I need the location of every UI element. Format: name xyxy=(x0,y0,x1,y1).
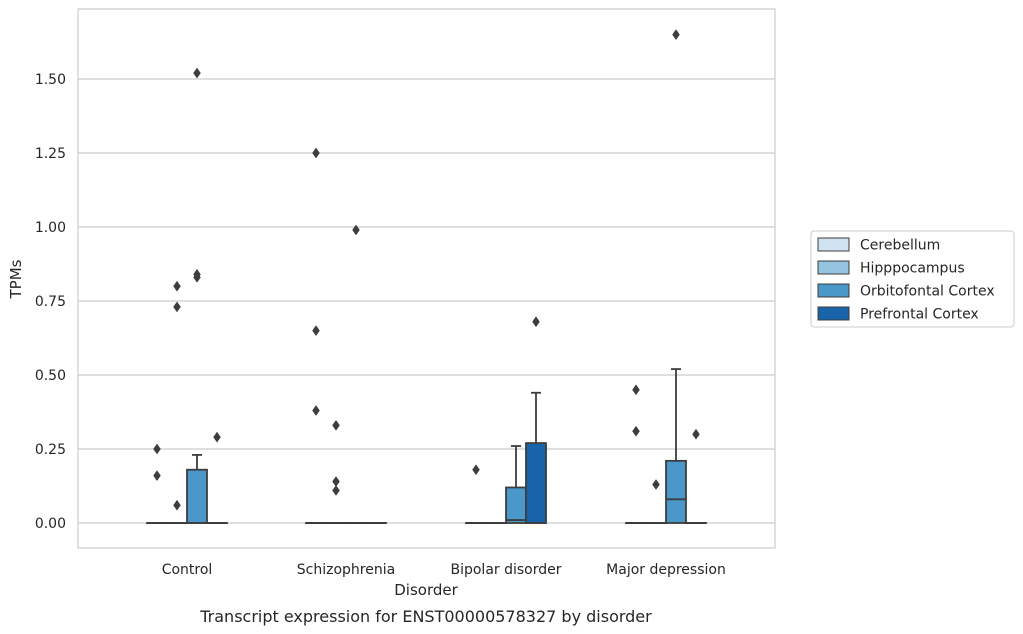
box-body xyxy=(665,459,687,524)
y-tick-label: 0.50 xyxy=(35,368,66,384)
box-prefrontal-cortex xyxy=(685,428,707,525)
outlier-point xyxy=(532,316,540,328)
x-axis-title: Disorder xyxy=(394,581,458,599)
y-tick-label: 1.50 xyxy=(35,72,66,88)
legend-frame xyxy=(810,230,1015,328)
box-hipppocampus xyxy=(645,479,667,525)
y-tick-labels: 0.00 0.25 0.50 0.75 1.00 1.25 1.50 xyxy=(35,72,66,532)
outlier-point xyxy=(692,428,700,440)
outlier-point xyxy=(672,29,680,41)
x-tick-label: Control xyxy=(162,562,213,578)
box-cerebellum xyxy=(305,147,327,525)
outlier-point xyxy=(312,405,320,416)
x-tick-label: Major depression xyxy=(606,562,726,578)
outlier-point xyxy=(193,67,201,79)
box-orbitofontal-cortex xyxy=(186,67,208,524)
outlier-point xyxy=(632,425,640,437)
box-groups xyxy=(146,29,707,525)
legend-label: Cerebellum xyxy=(860,238,940,254)
outlier-point xyxy=(332,419,340,431)
outlier-point xyxy=(173,499,181,511)
outlier-point xyxy=(472,464,480,476)
box-prefrontal-cortex xyxy=(525,316,547,524)
box-orbitofontal-cortex xyxy=(505,445,527,524)
legend-swatch xyxy=(817,283,850,298)
box-orbitofontal-cortex xyxy=(345,224,367,525)
legend-swatch xyxy=(817,260,850,275)
x-tick-label: Bipolar disorder xyxy=(450,562,561,578)
legend-label: Hipppocampus xyxy=(860,261,965,277)
chart-caption: Transcript expression for ENST0000057832… xyxy=(199,607,652,626)
box-hipppocampus xyxy=(166,280,188,525)
box-hipppocampus xyxy=(325,419,347,525)
box-cerebellum xyxy=(146,443,168,525)
x-tick-labels: Control Schizophrenia Bipolar disorder Majo… xyxy=(162,562,726,578)
box-cerebellum xyxy=(465,464,487,525)
y-tick-label: 0.75 xyxy=(35,294,66,310)
outlier-point xyxy=(173,301,181,313)
box-cerebellum xyxy=(625,384,647,525)
y-tick-label: 0.00 xyxy=(35,516,66,532)
box-body xyxy=(505,486,527,524)
outlier-point xyxy=(632,384,640,396)
outlier-point xyxy=(173,280,181,292)
plot-frame xyxy=(77,8,776,549)
outlier-point xyxy=(312,147,320,159)
legend-swatch xyxy=(817,306,850,321)
legend-label: Orbitofontal Cortex xyxy=(860,284,995,300)
box-orbitofontal-cortex xyxy=(665,29,687,524)
box-body xyxy=(186,468,208,524)
outlier-point xyxy=(153,470,161,482)
outlier-point xyxy=(352,224,360,236)
legend: Cerebellum Hipppocampus Orbitofontal Corte… xyxy=(810,230,1015,328)
legend-swatch xyxy=(817,237,850,252)
y-tick-label: 1.00 xyxy=(35,220,66,236)
box-body xyxy=(525,442,547,524)
y-tick-label: 0.25 xyxy=(35,442,66,458)
outlier-point xyxy=(193,271,201,283)
y-axis-title: TPMs xyxy=(7,259,25,299)
y-tick-label: 1.25 xyxy=(35,146,66,162)
outlier-point xyxy=(332,485,340,496)
box-prefrontal-cortex xyxy=(206,431,228,525)
outlier-point xyxy=(213,431,221,443)
legend-label: Prefrontal Cortex xyxy=(860,307,979,323)
gridlines xyxy=(78,78,775,524)
outlier-point xyxy=(312,325,320,337)
outlier-point xyxy=(652,479,660,490)
x-tick-label: Schizophrenia xyxy=(297,562,395,578)
outlier-point xyxy=(153,443,161,455)
